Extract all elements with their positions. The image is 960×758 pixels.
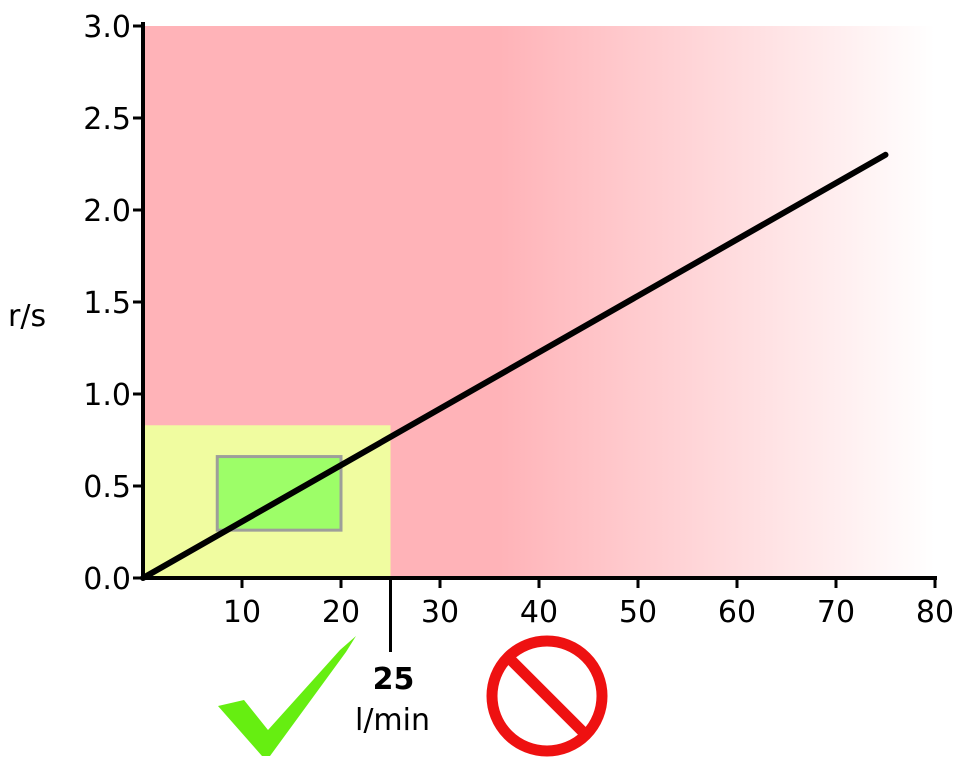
labels-layer: r/s 25 l/min	[8, 299, 430, 738]
x-tick-label: 80	[916, 595, 954, 630]
x-tick-label: 30	[421, 595, 459, 630]
x-tick-label: 20	[322, 595, 360, 630]
prohibited-icon	[486, 635, 608, 757]
region-optimal	[215, 455, 343, 532]
y-tick-label: 2.0	[83, 194, 131, 229]
regions-layer	[143, 26, 935, 578]
y-tick-label: 0.5	[83, 470, 131, 505]
y-tick-label: 0.0	[83, 562, 131, 597]
y-tick-label: 2.5	[83, 102, 131, 137]
prohibited-ring	[486, 635, 608, 757]
series-line	[140, 151, 889, 581]
x-tick-label: 10	[223, 595, 261, 630]
ticks-layer: 0.0 0.5 1.0 1.5 2.0 2.5 3.0 10 20 30 40 50 60 70 80	[83, 10, 954, 652]
check-icon	[218, 636, 356, 756]
marker-unit-label: l/min	[355, 703, 430, 738]
x-tick-label: 40	[520, 595, 558, 630]
x-tick-label: 50	[619, 595, 657, 630]
y-tick-label: 1.5	[83, 286, 131, 321]
y-axis-label: r/s	[8, 299, 46, 334]
prohibited-slash	[504, 653, 590, 739]
x-tick-label: 70	[817, 595, 855, 630]
y-tick-label: 3.0	[83, 10, 131, 45]
symbols-layer	[218, 635, 608, 757]
marker-value-label: 25	[373, 662, 415, 697]
y-tick-label: 1.0	[83, 378, 131, 413]
x-tick-label: 60	[718, 595, 756, 630]
series-layer	[140, 151, 889, 581]
